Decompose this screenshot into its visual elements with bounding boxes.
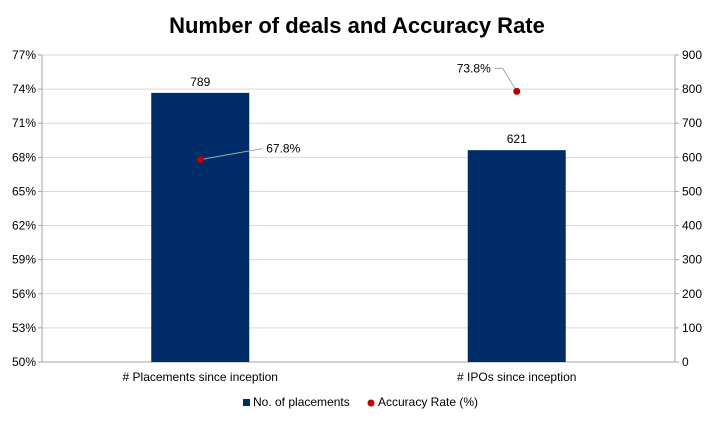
left-tick-label: 68% [12, 150, 36, 164]
right-tick-label: 200 [682, 287, 702, 301]
right-tick-label: 100 [682, 321, 702, 335]
gridlines [38, 54, 679, 363]
category-label: # Placements since inception [123, 370, 278, 384]
bar [151, 92, 250, 362]
right-tick-label: 800 [682, 82, 702, 96]
right-axis-ticks: 0 100 200 300 400 500 600 700 800 900 [682, 48, 702, 369]
bar-value-label: 789 [190, 75, 210, 89]
bar-series: 789 621 [151, 75, 566, 362]
legend-label: No. of placements [253, 395, 350, 409]
left-tick-label: 74% [12, 82, 36, 96]
category-labels: # Placements since inception # IPOs since… [123, 370, 577, 384]
right-tick-label: 600 [682, 150, 702, 164]
point-value-label: 73.8% [457, 61, 491, 75]
legend-label: Accuracy Rate (%) [378, 395, 478, 409]
category-label: # IPOs since inception [457, 370, 576, 384]
left-tick-label: 62% [12, 219, 36, 233]
legend-swatch-point [367, 399, 375, 407]
bar [467, 150, 566, 362]
left-tick-label: 77% [12, 48, 36, 62]
left-tick-label: 59% [12, 253, 36, 267]
legend-swatch-bar [243, 399, 250, 406]
left-tick-label: 53% [12, 321, 36, 335]
chart-title: Number of deals and Accuracy Rate [169, 13, 545, 38]
right-tick-label: 700 [682, 116, 702, 130]
left-tick-label: 71% [12, 116, 36, 130]
right-tick-label: 300 [682, 253, 702, 267]
leader-line [200, 148, 263, 161]
leader-line [494, 67, 518, 92]
left-tick-label: 65% [12, 184, 36, 198]
right-tick-label: 400 [682, 219, 702, 233]
point-series: 67.8% 73.8% [196, 61, 521, 164]
bar-value-label: 621 [507, 132, 527, 146]
left-tick-label: 56% [12, 287, 36, 301]
point-value-label: 67.8% [266, 142, 300, 156]
right-tick-label: 900 [682, 48, 702, 62]
left-tick-label: 50% [12, 355, 36, 369]
accuracy-point [513, 87, 521, 95]
left-axis-ticks: 50% 53% 56% 59% 62% 65% 68% 71% 74% 77% [12, 48, 36, 369]
accuracy-point [196, 156, 204, 164]
legend: No. of placements Accuracy Rate (%) [243, 395, 478, 409]
right-tick-label: 500 [682, 184, 702, 198]
right-tick-label: 0 [682, 355, 689, 369]
